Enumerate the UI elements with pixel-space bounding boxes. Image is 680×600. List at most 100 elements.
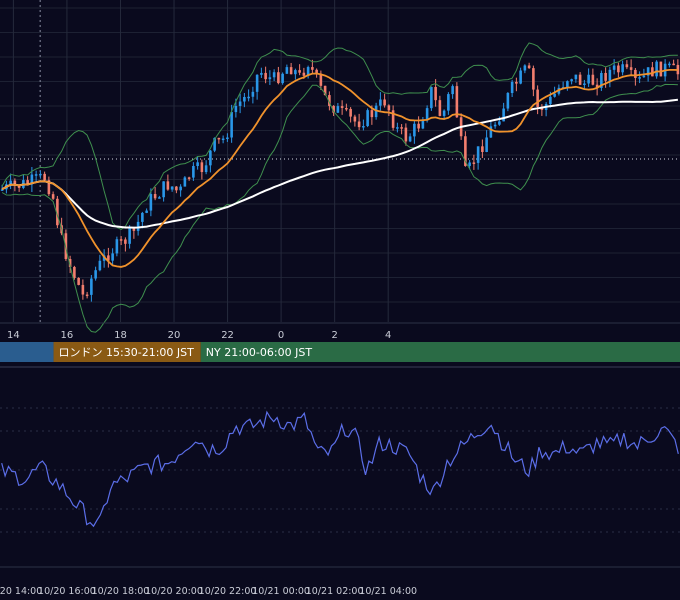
trading-session-label: NY 21:00-06:00 JST bbox=[206, 346, 313, 359]
price-x-axis: 14 16 18 20 22 0 2 4 bbox=[0, 322, 680, 341]
bottom-time-tick-label: 10/20 14:00 bbox=[0, 586, 42, 597]
candle-body bbox=[527, 65, 531, 69]
candle-body bbox=[362, 126, 365, 128]
candle-body bbox=[56, 198, 59, 226]
candle-body bbox=[468, 162, 471, 166]
candle-body bbox=[107, 255, 110, 261]
candle-body bbox=[451, 86, 454, 95]
candle-body bbox=[353, 116, 357, 122]
candle-body bbox=[387, 105, 391, 111]
candle-body bbox=[617, 65, 620, 73]
candle-body bbox=[315, 69, 318, 74]
candle-body bbox=[153, 194, 157, 199]
candle-body bbox=[34, 174, 38, 176]
candle-body bbox=[149, 194, 153, 211]
bollinger-lower-band bbox=[1, 83, 678, 333]
candle-body bbox=[651, 67, 654, 77]
candle-body bbox=[655, 61, 658, 77]
candle-body bbox=[532, 68, 535, 90]
candle-body bbox=[217, 137, 221, 140]
oscillator-panel[interactable] bbox=[1, 410, 679, 528]
candle-body bbox=[213, 137, 216, 151]
candle-body bbox=[115, 239, 119, 254]
candle-body bbox=[332, 105, 335, 113]
candle-body bbox=[600, 72, 603, 88]
candle-body bbox=[396, 127, 399, 129]
candle-body bbox=[417, 123, 420, 129]
candle-body bbox=[447, 94, 450, 111]
price-x-tick-label: 0 bbox=[278, 330, 284, 341]
candle-body bbox=[595, 84, 599, 88]
candle-body bbox=[298, 70, 301, 73]
price-panel[interactable] bbox=[0, 0, 680, 333]
price-x-tick-label: 14 bbox=[7, 330, 20, 341]
candle-body bbox=[336, 106, 340, 113]
candle-body bbox=[183, 177, 187, 187]
candle-body bbox=[668, 63, 671, 66]
candle-body bbox=[502, 108, 505, 122]
bottom-time-tick-label: 10/21 04:00 bbox=[359, 586, 417, 597]
candle-body bbox=[281, 73, 284, 84]
candle-body bbox=[625, 64, 629, 68]
candle-body bbox=[260, 72, 263, 75]
candle-body bbox=[90, 278, 93, 295]
candle-body bbox=[476, 146, 480, 163]
candle-body bbox=[566, 81, 569, 88]
candle-body bbox=[162, 181, 165, 198]
candle-body bbox=[170, 186, 174, 190]
bottom-time-tick-label: 10/20 20:00 bbox=[145, 586, 203, 597]
candle-body bbox=[43, 173, 46, 181]
candle-body bbox=[659, 61, 663, 77]
candle-body bbox=[400, 127, 403, 129]
candle-body bbox=[366, 110, 369, 127]
candle-body bbox=[438, 100, 442, 116]
candle-body bbox=[583, 83, 586, 85]
candle-body bbox=[430, 86, 433, 109]
long-moving-average-line bbox=[1, 98, 678, 229]
candle-body bbox=[294, 70, 297, 75]
candle-body bbox=[536, 89, 539, 107]
candle-body bbox=[349, 108, 352, 117]
candle-body bbox=[179, 186, 182, 191]
candle-body bbox=[238, 101, 242, 106]
candle-body bbox=[251, 91, 255, 97]
price-x-tick-label: 18 bbox=[114, 330, 127, 341]
candle-body bbox=[230, 112, 233, 138]
candle-body bbox=[187, 177, 191, 179]
short-moving-average-line bbox=[1, 69, 678, 268]
candle-body bbox=[328, 95, 331, 106]
candle-body bbox=[268, 77, 272, 80]
candle-body bbox=[209, 150, 212, 166]
candle-body bbox=[570, 79, 573, 82]
bottom-time-tick-label: 10/21 02:00 bbox=[306, 586, 364, 597]
candle-body bbox=[289, 67, 293, 75]
candle-body bbox=[578, 74, 582, 85]
candle-body bbox=[642, 75, 646, 78]
bottom-time-tick-label: 10/20 18:00 bbox=[92, 586, 150, 597]
candle-body bbox=[604, 72, 607, 81]
candle-body bbox=[472, 162, 476, 164]
candle-body bbox=[306, 67, 310, 76]
candle-body bbox=[612, 65, 616, 70]
candle-body bbox=[285, 67, 289, 74]
candle-body bbox=[221, 138, 225, 141]
candle-body bbox=[141, 212, 144, 222]
candle-body bbox=[111, 253, 114, 261]
candle-body bbox=[498, 121, 501, 125]
candle-body bbox=[638, 77, 641, 79]
candle-body bbox=[634, 69, 637, 78]
candle-body bbox=[434, 86, 437, 101]
candle-body bbox=[0, 189, 4, 191]
price-grid bbox=[0, 0, 680, 322]
candle-body bbox=[510, 81, 514, 94]
candle-body bbox=[234, 105, 238, 113]
candle-body bbox=[47, 180, 51, 195]
candle-body bbox=[166, 181, 170, 190]
bollinger-upper-band bbox=[1, 42, 678, 230]
candle-body bbox=[574, 74, 578, 80]
candle-body bbox=[119, 239, 123, 241]
candle-body bbox=[553, 93, 556, 97]
